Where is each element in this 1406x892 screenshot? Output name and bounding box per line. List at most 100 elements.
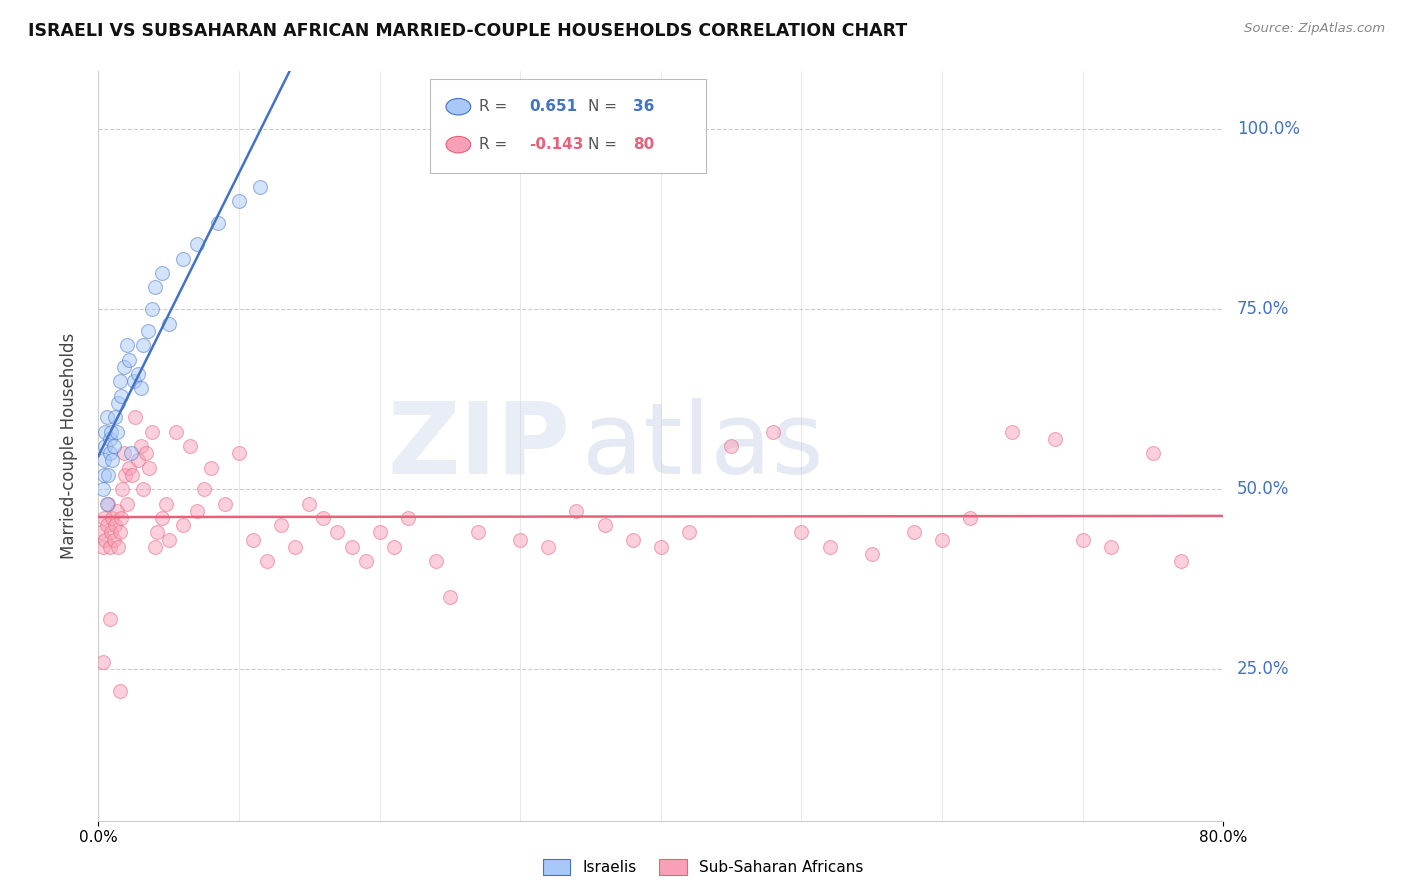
Point <box>256 554 278 568</box>
Point <box>157 317 180 331</box>
Point <box>112 359 135 374</box>
Point <box>270 518 292 533</box>
Point <box>91 655 114 669</box>
Point <box>121 467 143 482</box>
Text: 36: 36 <box>633 99 654 114</box>
Point <box>93 453 115 467</box>
Point <box>127 367 149 381</box>
Point <box>107 396 129 410</box>
Point <box>98 446 121 460</box>
Text: N =: N = <box>588 99 621 114</box>
Point <box>150 511 173 525</box>
Point <box>120 446 142 460</box>
Point <box>110 511 132 525</box>
Point <box>110 388 132 402</box>
Point <box>103 533 125 547</box>
Point <box>214 497 236 511</box>
Point <box>207 216 229 230</box>
Point <box>439 591 461 605</box>
Text: N =: N = <box>588 137 621 153</box>
Text: -0.143: -0.143 <box>529 137 583 153</box>
Point <box>228 194 250 208</box>
Point <box>141 302 163 317</box>
Point <box>103 439 125 453</box>
Point <box>425 554 447 568</box>
Point <box>98 612 121 626</box>
Point <box>467 525 489 540</box>
Circle shape <box>446 98 471 115</box>
Point <box>111 482 134 496</box>
Point <box>396 511 419 525</box>
Point <box>94 533 117 547</box>
Text: 75.0%: 75.0% <box>1237 300 1289 318</box>
Point <box>115 497 138 511</box>
Point <box>818 540 841 554</box>
Point <box>1071 533 1094 547</box>
Point <box>135 446 157 460</box>
Point <box>100 425 122 439</box>
Point <box>97 467 120 482</box>
Point <box>124 410 146 425</box>
Point <box>312 511 335 525</box>
Point <box>650 540 672 554</box>
Point <box>509 533 531 547</box>
Point <box>326 525 349 540</box>
Point <box>94 439 117 453</box>
Point <box>129 381 152 395</box>
Point <box>97 497 120 511</box>
Text: 0.651: 0.651 <box>529 99 578 114</box>
Text: Source: ZipAtlas.com: Source: ZipAtlas.com <box>1244 22 1385 36</box>
Point <box>104 410 127 425</box>
Point <box>93 511 115 525</box>
Point <box>105 504 128 518</box>
Point <box>94 425 117 439</box>
Point <box>122 374 145 388</box>
Point <box>96 410 118 425</box>
Point <box>96 518 118 533</box>
Text: 25.0%: 25.0% <box>1237 660 1289 678</box>
Point <box>537 540 560 554</box>
Point <box>621 533 644 547</box>
Point <box>101 453 124 467</box>
Text: 80: 80 <box>633 137 654 153</box>
Point <box>790 525 813 540</box>
Text: atlas: atlas <box>582 398 824 494</box>
Point <box>959 511 981 525</box>
Point <box>368 525 391 540</box>
Point <box>108 374 131 388</box>
Text: 100.0%: 100.0% <box>1237 120 1301 138</box>
Legend: Israelis, Sub-Saharan Africans: Israelis, Sub-Saharan Africans <box>538 855 868 880</box>
Point <box>186 504 208 518</box>
Point <box>860 547 883 561</box>
Point <box>249 179 271 194</box>
Text: R =: R = <box>478 137 512 153</box>
Point <box>720 439 742 453</box>
Point <box>98 540 121 554</box>
Point <box>155 497 177 511</box>
Point <box>118 460 141 475</box>
Point <box>228 446 250 460</box>
Point <box>1043 432 1066 446</box>
Circle shape <box>446 136 471 153</box>
Point <box>100 525 122 540</box>
Point <box>903 525 925 540</box>
Point <box>146 525 169 540</box>
Point <box>172 252 194 266</box>
Point <box>382 540 405 554</box>
Point <box>138 460 160 475</box>
Point <box>96 497 118 511</box>
Point <box>132 482 155 496</box>
Point <box>112 446 135 460</box>
Point <box>157 533 180 547</box>
Point <box>200 460 222 475</box>
Point <box>98 432 121 446</box>
Point <box>107 540 129 554</box>
Point <box>115 338 138 352</box>
Point <box>91 540 114 554</box>
Point <box>1001 425 1024 439</box>
Point <box>127 453 149 467</box>
Point <box>593 518 616 533</box>
Point <box>762 425 785 439</box>
Y-axis label: Married-couple Households: Married-couple Households <box>59 333 77 559</box>
Point <box>101 511 124 525</box>
